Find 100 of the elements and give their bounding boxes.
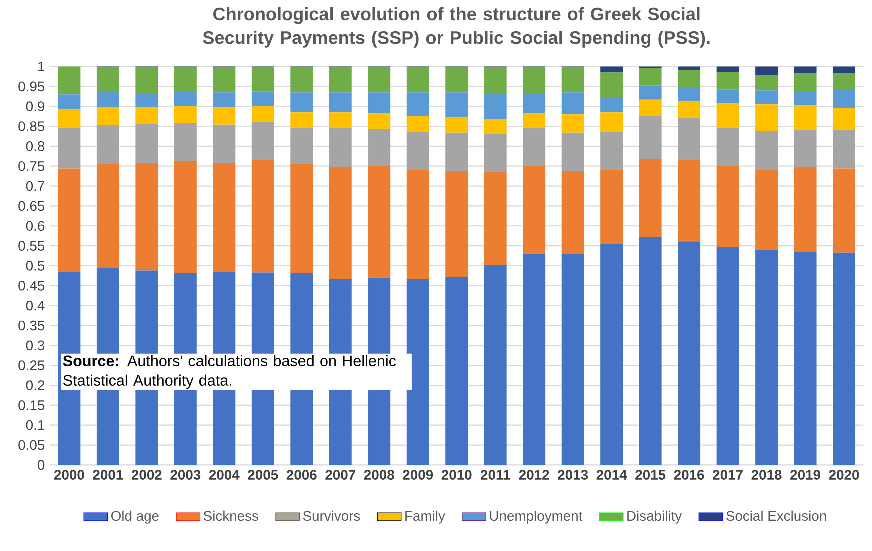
bar bbox=[406, 92, 430, 116]
x-tick-label: 2019 bbox=[790, 470, 820, 480]
x-tick-label: 2018 bbox=[752, 470, 782, 480]
bar bbox=[600, 72, 624, 98]
bar bbox=[600, 112, 624, 132]
bar bbox=[833, 88, 856, 108]
bar bbox=[58, 168, 81, 272]
bar bbox=[833, 252, 856, 465]
bar bbox=[794, 252, 817, 465]
bar bbox=[484, 172, 507, 265]
bar bbox=[716, 128, 740, 166]
bar bbox=[756, 90, 778, 104]
bar bbox=[329, 112, 352, 128]
bar bbox=[484, 133, 507, 172]
bar bbox=[446, 92, 468, 118]
bar bbox=[329, 167, 352, 279]
bar bbox=[58, 94, 81, 110]
bar bbox=[368, 129, 391, 166]
bar bbox=[756, 104, 778, 132]
bar bbox=[794, 73, 817, 91]
bar bbox=[794, 66, 817, 74]
bar bbox=[756, 66, 778, 75]
bar bbox=[290, 67, 314, 92]
bar bbox=[406, 116, 430, 132]
bar bbox=[290, 92, 314, 112]
x-tick-label: 2007 bbox=[326, 470, 356, 480]
bar bbox=[213, 92, 236, 108]
y-tick-label: 0.85 bbox=[18, 121, 45, 132]
bar bbox=[833, 168, 856, 253]
bar bbox=[484, 264, 507, 465]
bar bbox=[716, 247, 740, 465]
x-tick-label: 2020 bbox=[829, 470, 860, 480]
bar bbox=[756, 74, 778, 90]
y-tick-label: 0.8 bbox=[26, 141, 45, 152]
x-tick-label: 2001 bbox=[93, 470, 124, 480]
bar bbox=[716, 72, 740, 90]
bar bbox=[716, 66, 740, 72]
x-tick-label: 2009 bbox=[403, 470, 434, 480]
x-tick-label: 2000 bbox=[54, 470, 84, 480]
bar bbox=[329, 67, 352, 92]
bar bbox=[136, 106, 158, 124]
y-tick-label: 0.3 bbox=[26, 340, 45, 350]
bar bbox=[96, 106, 120, 126]
bar bbox=[562, 67, 584, 92]
bar bbox=[639, 68, 662, 86]
y-tick-label: 0.25 bbox=[18, 360, 45, 370]
y-tick-label: 0.55 bbox=[18, 240, 45, 251]
bar bbox=[678, 66, 701, 70]
x-tick-label: 2012 bbox=[519, 470, 550, 480]
bar bbox=[523, 67, 546, 94]
x-tick-label: 2015 bbox=[636, 470, 666, 480]
bar bbox=[213, 108, 236, 125]
bar bbox=[678, 101, 701, 118]
y-tick-label: 0.9 bbox=[26, 101, 45, 112]
bar bbox=[96, 125, 120, 164]
legend-label: Old age bbox=[112, 510, 159, 524]
bar bbox=[406, 278, 430, 465]
bar bbox=[523, 166, 546, 254]
bar bbox=[368, 166, 391, 278]
legend-label: Unemployment bbox=[490, 510, 583, 524]
x-tick-label: 2014 bbox=[596, 470, 628, 480]
bar bbox=[484, 93, 507, 120]
y-tick-label: 0.05 bbox=[18, 440, 45, 450]
x-tick-label: 2008 bbox=[364, 470, 394, 480]
bar bbox=[794, 106, 817, 130]
bar bbox=[329, 92, 352, 112]
bar bbox=[406, 170, 430, 279]
y-tick-label: 1 bbox=[38, 62, 44, 72]
bar bbox=[136, 67, 158, 94]
bar bbox=[213, 67, 236, 92]
bar bbox=[290, 112, 314, 128]
bar bbox=[290, 164, 314, 274]
legend-label: Sickness bbox=[204, 510, 258, 521]
bar bbox=[756, 250, 778, 465]
bar bbox=[174, 106, 197, 124]
bar bbox=[252, 106, 274, 122]
bar bbox=[252, 122, 274, 160]
bar bbox=[716, 166, 740, 248]
bar bbox=[96, 67, 120, 92]
bar bbox=[678, 70, 701, 87]
bar bbox=[716, 90, 740, 104]
bar bbox=[446, 276, 468, 465]
bar bbox=[600, 98, 624, 112]
legend-label: Disability bbox=[628, 510, 682, 524]
bar bbox=[523, 93, 546, 114]
bar bbox=[678, 241, 701, 465]
bar bbox=[756, 131, 778, 170]
bar bbox=[368, 67, 391, 92]
bar bbox=[446, 117, 468, 133]
x-tick-label: 2010 bbox=[442, 470, 472, 480]
bar bbox=[446, 170, 468, 277]
bar bbox=[756, 170, 778, 250]
bar bbox=[600, 170, 624, 244]
bar bbox=[96, 164, 120, 268]
y-tick-label: 0.2 bbox=[26, 380, 44, 390]
bar bbox=[562, 132, 584, 171]
bar bbox=[562, 114, 584, 133]
bar bbox=[562, 254, 584, 465]
bar bbox=[678, 118, 701, 160]
chart-title: Chronological evolution of the structure of Greek Social Security Payments (SSP) or Public Social Spending (PSS). bbox=[203, 7, 710, 48]
